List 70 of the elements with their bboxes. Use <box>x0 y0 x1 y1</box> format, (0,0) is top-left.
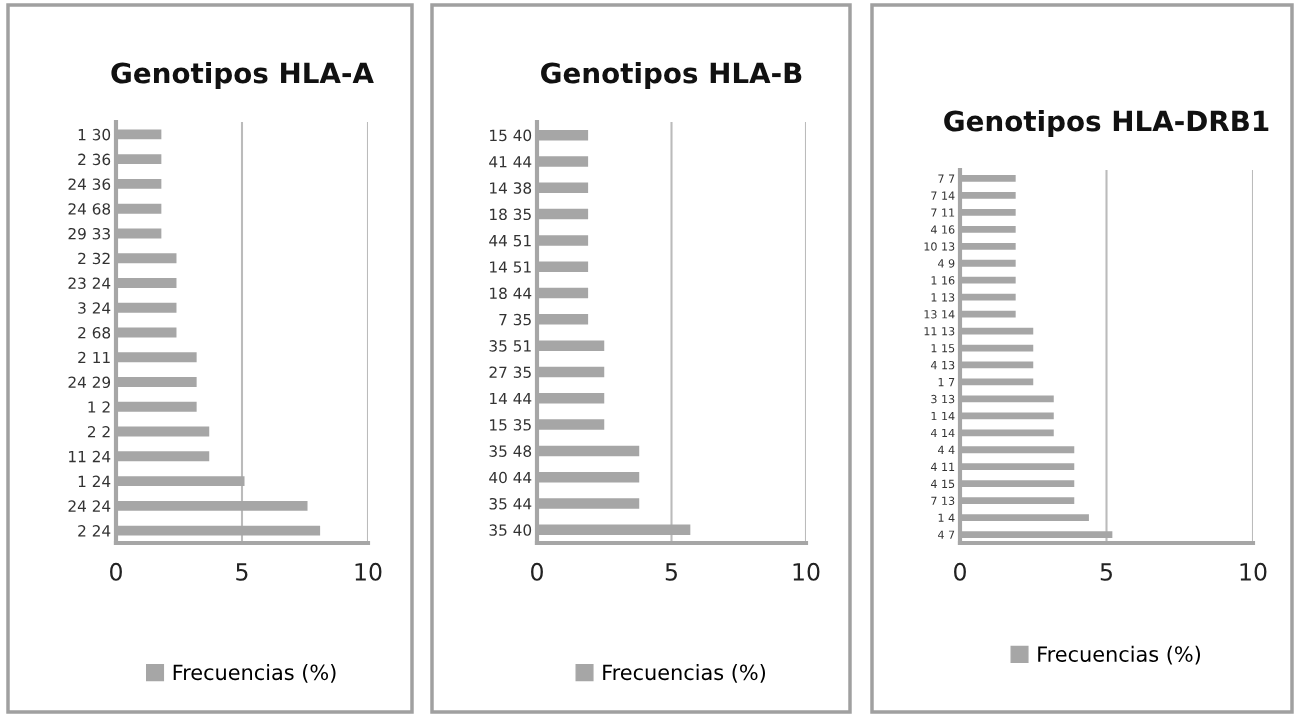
x-tick-label: 10 <box>1240 562 1267 581</box>
y-tick-label: 18 44 <box>490 287 532 300</box>
y-tick-label: 18 35 <box>490 208 531 221</box>
y-tick-label: 24 68 <box>68 203 111 215</box>
y-tick-label: 24 36 <box>68 178 111 190</box>
x-tick-label: 10 <box>793 562 820 581</box>
y-tick-label: 11 13 <box>924 327 955 336</box>
y-tick-label: 1 14 <box>931 411 955 421</box>
x-tick-label: 10 <box>355 562 382 581</box>
legend-label: Frecuencias (%) <box>1038 645 1201 665</box>
y-tick-label: 1 7 <box>938 378 955 387</box>
y-tick-label: 1 30 <box>78 128 111 141</box>
y-tick-label: 24 29 <box>68 376 111 389</box>
y-tick-label: 23 24 <box>68 277 111 289</box>
legend-label: Frecuencias (%) <box>173 664 336 683</box>
y-tick-label: 4 14 <box>930 428 955 438</box>
y-tick-label: 15 40 <box>490 129 532 142</box>
y-tick-label: 2 11 <box>78 351 110 364</box>
y-tick-label: 15 35 <box>490 419 531 431</box>
y-tick-label: 4 13 <box>930 360 955 370</box>
x-tick-label: 5 <box>1100 563 1112 581</box>
chart-title: Genotipos HLA-A <box>111 62 374 89</box>
chart-title: Genotipos HLA-DRB1 <box>944 110 1269 137</box>
y-tick-label: 35 44 <box>489 498 532 510</box>
y-tick-label: 35 40 <box>489 524 532 536</box>
y-tick-label: 13 14 <box>924 310 955 319</box>
y-tick-label: 1 2 <box>88 401 110 413</box>
y-tick-label: 7 35 <box>499 313 531 326</box>
y-tick-label: 35 51 <box>489 340 531 352</box>
y-tick-label: 11 24 <box>69 450 111 463</box>
y-tick-label: 27 35 <box>489 366 531 378</box>
y-tick-label: 4 7 <box>938 530 955 539</box>
y-tick-label: 41 44 <box>489 156 532 168</box>
y-tick-label: 7 7 <box>938 174 955 183</box>
y-tick-label: 7 14 <box>931 191 955 200</box>
y-tick-label: 7 13 <box>931 496 955 505</box>
y-tick-label: 14 38 <box>490 182 532 194</box>
y-tick-label: 7 11 <box>931 208 955 217</box>
y-tick-label: 3 13 <box>931 394 955 404</box>
y-tick-label: 2 32 <box>78 252 110 265</box>
x-tick-label: 5 <box>665 563 677 581</box>
y-tick-label: 29 33 <box>68 227 110 240</box>
y-tick-label: 2 24 <box>78 525 111 537</box>
y-tick-label: 2 68 <box>78 326 111 339</box>
x-tick-label: 0 <box>954 562 966 581</box>
chart-title: Genotipos HLA-B <box>541 62 802 89</box>
y-tick-label: 2 36 <box>78 153 111 166</box>
y-tick-label: 2 2 <box>87 426 110 438</box>
y-tick-label: 4 11 <box>930 462 955 471</box>
x-tick-label: 5 <box>236 563 248 581</box>
y-tick-label: 1 15 <box>931 344 955 353</box>
x-tick-label: 0 <box>531 562 543 581</box>
y-tick-label: 44 51 <box>489 235 531 247</box>
y-tick-label: 4 4 <box>938 445 955 454</box>
y-tick-label: 1 13 <box>931 293 955 302</box>
y-tick-label: 24 24 <box>68 500 111 512</box>
y-tick-label: 40 44 <box>489 471 532 484</box>
y-tick-label: 4 15 <box>930 479 955 489</box>
y-tick-label: 1 24 <box>78 475 111 487</box>
y-tick-label: 3 24 <box>78 302 111 314</box>
y-tick-label: 1 16 <box>931 276 955 285</box>
y-tick-label: 14 51 <box>490 261 531 273</box>
y-tick-label: 4 16 <box>930 225 955 234</box>
y-tick-label: 1 4 <box>938 513 955 522</box>
legend-label: Frecuencias (%) <box>603 664 766 683</box>
x-tick-label: 0 <box>110 562 122 581</box>
y-tick-label: 4 9 <box>938 259 955 268</box>
y-tick-label: 10 13 <box>924 242 955 251</box>
y-tick-label: 35 48 <box>489 445 532 457</box>
y-tick-label: 14 44 <box>490 392 532 405</box>
